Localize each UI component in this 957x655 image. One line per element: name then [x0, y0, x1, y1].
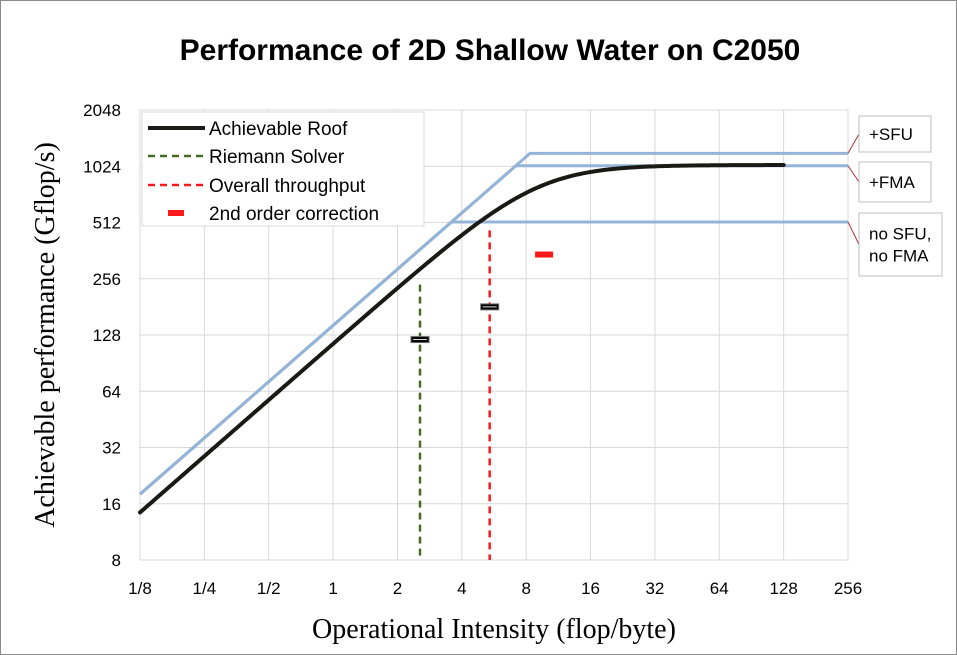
chart-title: Performance of 2D Shallow Water on C2050	[180, 34, 801, 67]
x-tick-label: 1/4	[193, 579, 217, 598]
callout-label: no SFU,	[869, 225, 931, 244]
y-axis-label: Achievable performance (Gflop/s)	[30, 142, 61, 528]
legend: Achievable Roof Riemann Solver Overall thr…	[141, 111, 425, 227]
callouts: +SFU +FMA no SFU, no FMA	[847, 115, 943, 277]
x-tick-label: 1/8	[128, 579, 152, 598]
y-tick-label: 128	[93, 326, 121, 345]
y-tick-label: 2048	[83, 101, 121, 120]
callout-box	[858, 161, 932, 203]
y-tick-label: 32	[102, 439, 121, 458]
y-tick-label: 512	[93, 214, 121, 233]
x-tick-label: 256	[834, 579, 862, 598]
x-tick-label: 1/2	[257, 579, 281, 598]
y-tick-label: 8	[112, 551, 121, 570]
callout-label: +SFU	[869, 125, 913, 144]
callout-leader	[847, 221, 860, 245]
legend-box	[141, 111, 425, 227]
callout-box	[858, 212, 943, 277]
legend-label: Achievable Roof	[209, 119, 348, 140]
x-tick-label: 16	[581, 579, 600, 598]
x-tick-label: 128	[769, 579, 797, 598]
y-tick-label: 64	[102, 382, 121, 401]
x-tick-label: 1	[328, 579, 337, 598]
y-tick-label: 16	[102, 495, 121, 514]
x-tick-label: 4	[457, 579, 466, 598]
x-tick-label: 32	[645, 579, 664, 598]
x-tick-label: 2	[393, 579, 402, 598]
callout-leader	[847, 133, 860, 154]
series	[138, 163, 786, 560]
callout-label: no FMA	[869, 247, 929, 266]
legend-swatch-marker	[168, 210, 184, 216]
callout-leader	[847, 165, 860, 183]
tick-labels: 1/8 1/4 1/2 1 2 4 8 16 32 64 128 256 8 16 32 64 128 256 51…	[83, 101, 862, 598]
2nd-order-correction-marker	[535, 251, 554, 258]
x-tick-label: 64	[710, 579, 729, 598]
callout-box	[858, 115, 932, 153]
legend-label: Riemann Solver	[209, 147, 345, 168]
legend-label: 2nd order correction	[209, 204, 379, 225]
y-tick-label: 256	[93, 270, 121, 289]
x-tick-label: 8	[521, 579, 530, 598]
x-axis-label: Operational Intensity (flop/byte)	[312, 614, 676, 645]
roofline-no-sfu-no-fma	[139, 220, 848, 496]
achievable-roof-line	[138, 163, 786, 515]
callout-label: +FMA	[869, 173, 915, 192]
legend-label: Overall throughput	[209, 176, 366, 197]
y-tick-label: 1024	[83, 157, 121, 176]
